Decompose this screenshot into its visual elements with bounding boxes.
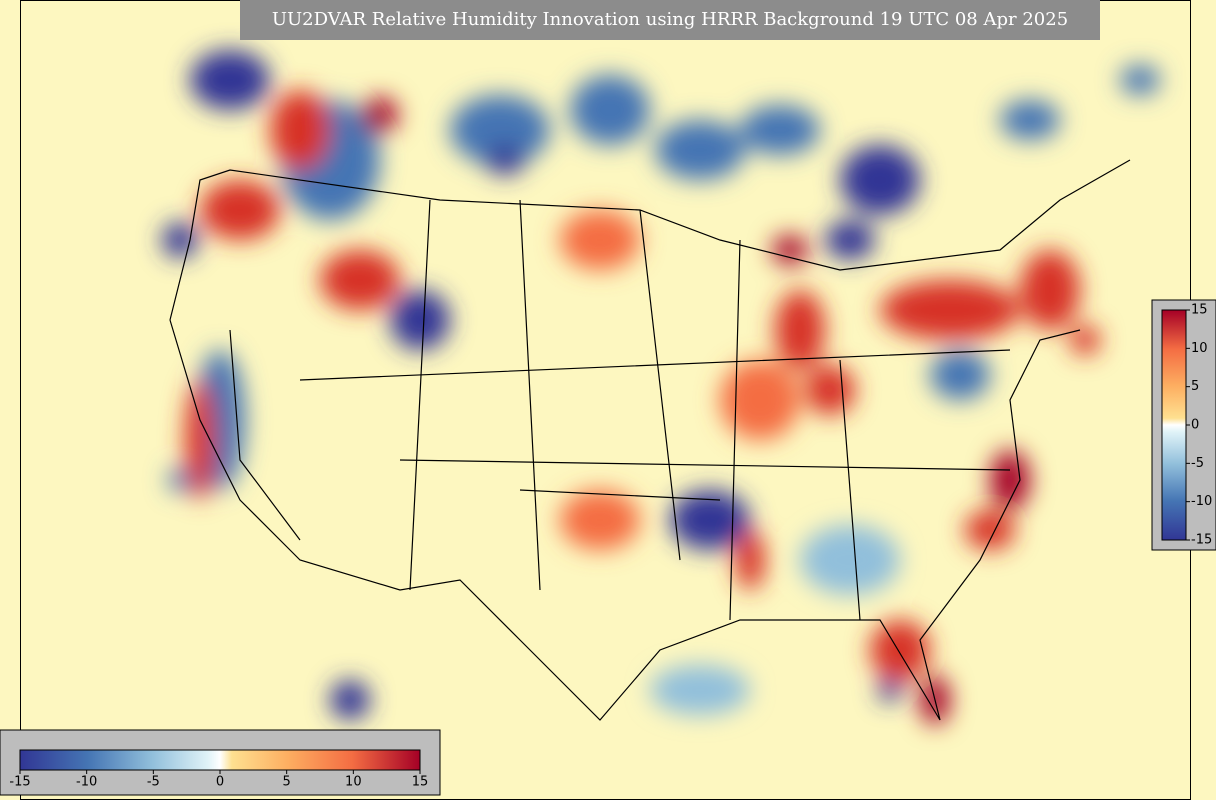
colorbar-ticks: -15 -10 -5 0 5 10 15 15 10 5 0 -5 -10 -15 <box>9 303 1212 790</box>
tick-label: -15 <box>9 775 30 790</box>
title-box <box>240 0 1100 40</box>
tick-label: 5 <box>1191 379 1199 394</box>
tick-label: 15 <box>1191 303 1208 318</box>
tick-label: -5 <box>147 775 160 790</box>
tick-label: 10 <box>1191 341 1208 356</box>
tick-label: 10 <box>345 775 362 790</box>
tick-label: 0 <box>216 775 224 790</box>
tick-label: -15 <box>1191 533 1212 548</box>
tick-label: 15 <box>412 775 429 790</box>
innovation-field <box>162 50 1160 725</box>
colorbar <box>1161 309 1187 541</box>
tick-label: -10 <box>1191 494 1212 509</box>
title: UU2DVAR Relative Humidity Innovation usi… <box>272 9 1068 30</box>
tick-label: -10 <box>76 775 97 790</box>
tick-label: 0 <box>1191 418 1199 433</box>
tick-label: -5 <box>1191 456 1204 471</box>
boundaries <box>169 159 1131 721</box>
colorbar <box>19 749 421 771</box>
tick-label: 5 <box>283 775 291 790</box>
